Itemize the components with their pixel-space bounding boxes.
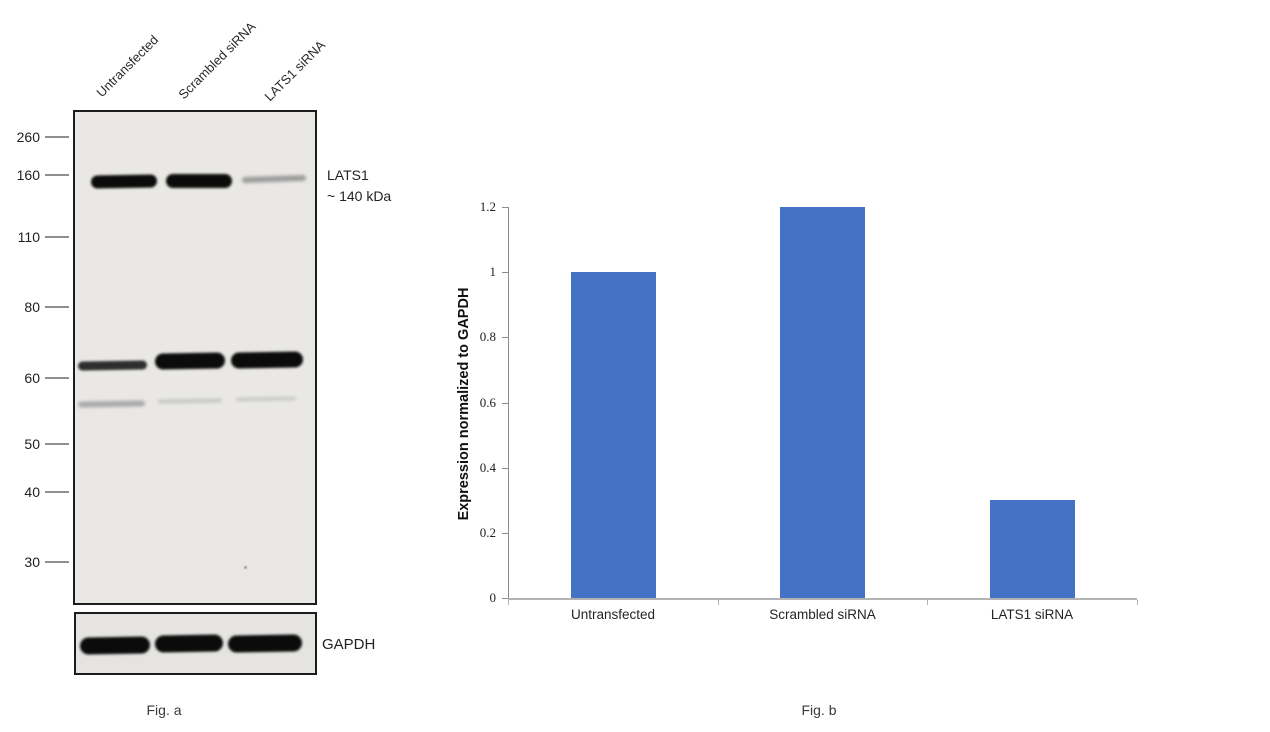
mw-tick-dash — [45, 491, 69, 493]
y-tick-label-0.8: 0.8 — [479, 329, 496, 345]
target-annotation: LATS1 ~ 140 kDa — [327, 165, 391, 207]
y-tick-0.4 — [502, 467, 508, 469]
y-tick-label-0.6: 0.6 — [479, 394, 496, 410]
blot-speck — [244, 566, 247, 569]
y-tick-label-1.2: 1.2 — [479, 199, 496, 214]
lane-label-1: Untransfected — [93, 32, 162, 100]
y-tick-1 — [502, 272, 508, 274]
mw-label-260: 260 — [16, 129, 40, 145]
mw-label-110: 110 — [17, 229, 40, 245]
bar-scrambled-sirna — [780, 207, 865, 598]
figure-a-caption: Fig. a — [146, 702, 182, 718]
mw-tick-dash — [45, 443, 69, 445]
y-axis — [508, 207, 509, 598]
figure-b-caption: Fig. b — [801, 702, 837, 718]
mw-tick-dash — [45, 174, 69, 176]
band-GAPDH-lane2 — [154, 634, 224, 653]
lane-label-2: Scrambled siRNA — [175, 18, 259, 102]
mw-tick-dash — [45, 306, 69, 308]
loading-control-label: GAPDH — [322, 636, 376, 653]
mw-label-60: 60 — [24, 370, 40, 386]
band-63kDa-lane3 — [230, 351, 304, 369]
band-GAPDH-lane3 — [227, 634, 303, 653]
x-label-scrambled-sirna: Scrambled siRNA — [769, 607, 876, 622]
mw-tick-dash — [45, 236, 69, 238]
mw-label-50: 50 — [24, 436, 40, 452]
x-boundary-tick-3 — [1137, 600, 1138, 605]
x-boundary-tick-0 — [508, 600, 509, 605]
lane-label-3: LATS1 siRNA — [261, 37, 329, 104]
mw-label-160: 160 — [16, 167, 40, 183]
x-label-untransfected: Untransfected — [570, 607, 656, 622]
band-GAPDH-lane1 — [79, 636, 151, 655]
band-63kDa-lane2 — [154, 352, 226, 370]
mw-label-40: 40 — [24, 484, 40, 500]
y-tick-0.2 — [502, 532, 508, 534]
mw-tick-dash — [45, 136, 69, 138]
band-63kDa-lane1 — [77, 360, 148, 371]
x-label-lats1-sirna: LATS1 siRNA — [990, 607, 1074, 622]
y-tick-label-0.4: 0.4 — [479, 459, 496, 475]
y-tick-0 — [502, 598, 508, 599]
y-tick-0.8 — [502, 337, 508, 339]
x-boundary-tick-1 — [717, 600, 719, 605]
band-LATS1-155kDa-lane1 — [90, 174, 158, 189]
mw-label-30: 30 — [24, 554, 40, 570]
target-protein-label: LATS1 — [327, 167, 369, 183]
y-tick-label-1: 1 — [489, 264, 497, 280]
band-LATS1-155kDa-lane2 — [166, 174, 232, 188]
x-axis — [508, 598, 1137, 600]
mw-tick-dash — [45, 561, 69, 563]
x-boundary-tick-2 — [927, 600, 929, 605]
bar-untransfected — [570, 272, 656, 598]
y-tick-label-0.2: 0.2 — [479, 524, 496, 540]
y-tick-label-0: 0 — [489, 590, 497, 605]
target-mw-label: ~ 140 kDa — [327, 188, 392, 204]
bar-lats1-sirna — [989, 500, 1075, 598]
mw-tick-dash — [45, 377, 69, 379]
y-tick-0.6 — [502, 402, 508, 404]
y-tick-1.2 — [502, 207, 508, 208]
mw-label-80: 80 — [24, 299, 40, 315]
band-56kDa-faint-lane1 — [77, 400, 146, 408]
